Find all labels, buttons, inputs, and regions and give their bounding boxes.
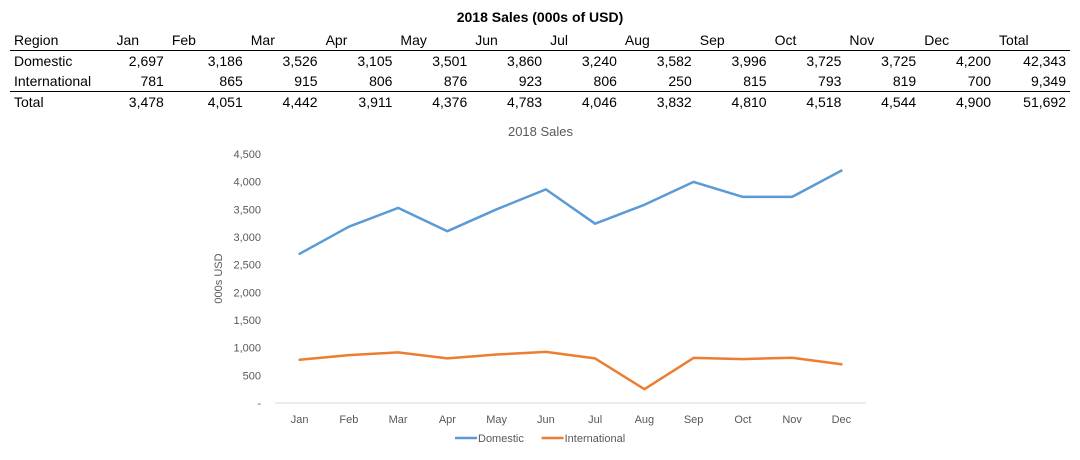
y-tick-label: 4,500 bbox=[233, 149, 261, 161]
column-header: Oct bbox=[770, 30, 846, 51]
table-cell: 865 bbox=[219, 73, 243, 89]
table-cell: 793 bbox=[818, 73, 842, 89]
column-header: Region bbox=[10, 30, 113, 51]
column-header: Nov bbox=[845, 30, 921, 51]
table-row: Total 3,478 4,051 4,442 3,911 4,376 4,783 4,046… bbox=[10, 91, 1070, 112]
table-cell: 3,725 bbox=[806, 53, 842, 69]
sales-table: Region Jan Feb Mar Apr May Jun Jul Aug Sep Oct Nov D… bbox=[10, 30, 1070, 112]
table-row: International 781 865 915 806 876 923 806 250 815… bbox=[10, 71, 1070, 92]
y-tick-label: 3,000 bbox=[233, 232, 261, 244]
table-cell: 781 bbox=[140, 73, 164, 89]
x-tick-label: Oct bbox=[734, 414, 751, 426]
table-cell: 923 bbox=[518, 73, 543, 89]
legend-label: Domestic bbox=[478, 433, 524, 445]
table-cell: 4,376 bbox=[396, 91, 472, 112]
table-cell: 4,051 bbox=[167, 91, 247, 112]
table-cell: 815 bbox=[743, 73, 767, 89]
table-cell: 3,996 bbox=[731, 53, 767, 69]
y-tick-label: 3,500 bbox=[233, 204, 261, 216]
row-label: Domestic bbox=[14, 53, 73, 69]
table-cell: 3,526 bbox=[282, 53, 318, 69]
table-cell: 806 bbox=[369, 73, 393, 89]
table-cell: 4,783 bbox=[471, 91, 547, 112]
y-tick-label: 1,500 bbox=[233, 315, 261, 327]
table-cell: 3,832 bbox=[620, 91, 696, 112]
column-header: Total bbox=[995, 30, 1070, 51]
table-cell: 4,900 bbox=[920, 91, 996, 112]
y-tick-label: 4,000 bbox=[233, 177, 261, 189]
column-header: Jun bbox=[471, 30, 547, 51]
table-cell: 2,697 bbox=[128, 53, 164, 69]
y-tick-label: 500 bbox=[243, 370, 261, 382]
table-cell: 42,343 bbox=[1023, 53, 1066, 69]
table-cell: 915 bbox=[294, 73, 318, 89]
table-cell: 250 bbox=[668, 73, 692, 89]
x-tick-label: Nov bbox=[782, 414, 802, 426]
series-line-international bbox=[298, 350, 843, 391]
y-axis-title: 000s USD bbox=[213, 253, 225, 303]
table-cell: 3,478 bbox=[112, 91, 168, 112]
table-cell: 4,544 bbox=[845, 91, 921, 112]
table-row: Domestic 2,697 3,186 3,526 3,105 3,501 3,860 3,… bbox=[10, 51, 1070, 72]
row-label: International bbox=[14, 73, 92, 89]
column-header: Sep bbox=[695, 30, 771, 51]
table-cell: 3,860 bbox=[507, 53, 543, 69]
x-tick-label: Jan bbox=[291, 414, 309, 426]
column-header: Mar bbox=[246, 30, 322, 51]
table-cell: 3,240 bbox=[581, 53, 617, 69]
table-cell: 4,442 bbox=[246, 91, 322, 112]
table-cell: 51,692 bbox=[995, 91, 1070, 112]
table-cell: 4,810 bbox=[695, 91, 771, 112]
table-title: 2018 Sales (000s of USD) bbox=[456, 9, 624, 25]
x-tick-label: Apr bbox=[439, 414, 456, 426]
table-cell: 876 bbox=[443, 73, 468, 89]
series-line-domestic bbox=[298, 169, 843, 256]
table-cell: 3,911 bbox=[321, 91, 397, 112]
y-tick-label: - bbox=[257, 398, 261, 410]
row-label: Total bbox=[10, 91, 113, 112]
y-tick-label: 2,500 bbox=[233, 260, 261, 272]
legend-label: International bbox=[565, 433, 626, 445]
column-header: Aug bbox=[620, 30, 696, 51]
chart-title: 2018 Sales bbox=[508, 124, 574, 139]
table-cell: 4,518 bbox=[770, 91, 846, 112]
y-tick-label: 2,000 bbox=[233, 287, 261, 299]
table-cell: 3,105 bbox=[357, 53, 393, 69]
y-tick-label: 1,000 bbox=[233, 343, 261, 355]
table-cell: 819 bbox=[892, 73, 917, 89]
x-tick-label: Feb bbox=[339, 414, 358, 426]
x-tick-label: Dec bbox=[832, 414, 852, 426]
table-cell: 3,501 bbox=[432, 53, 468, 69]
x-tick-label: May bbox=[486, 414, 507, 426]
table-cell: 700 bbox=[967, 73, 992, 89]
column-header: Jul bbox=[546, 30, 621, 51]
x-tick-label: Mar bbox=[389, 414, 408, 426]
x-tick-label: Jun bbox=[537, 414, 555, 426]
table-cell: 3,582 bbox=[656, 53, 692, 69]
table-cell: 3,186 bbox=[207, 53, 243, 69]
column-header: Jan bbox=[112, 30, 168, 51]
table-body: Domestic 2,697 3,186 3,526 3,105 3,501 3,860 3,… bbox=[10, 51, 1070, 112]
column-header: Dec bbox=[920, 30, 996, 51]
x-tick-label: Aug bbox=[635, 414, 655, 426]
table-header-row: Region Jan Feb Mar Apr May Jun Jul Aug Sep Oct Nov D… bbox=[10, 30, 1070, 51]
table-cell: 806 bbox=[593, 73, 617, 89]
table-cell: 4,200 bbox=[956, 53, 992, 69]
column-header: Apr bbox=[321, 30, 397, 51]
column-header: Feb bbox=[167, 30, 247, 51]
table-cell: 4,046 bbox=[546, 91, 621, 112]
x-tick-label: Sep bbox=[684, 414, 704, 426]
column-header: May bbox=[396, 30, 472, 51]
x-tick-label: Jul bbox=[588, 414, 602, 426]
table-cell: 3,725 bbox=[881, 53, 917, 69]
table-cell: 9,349 bbox=[1030, 73, 1066, 89]
